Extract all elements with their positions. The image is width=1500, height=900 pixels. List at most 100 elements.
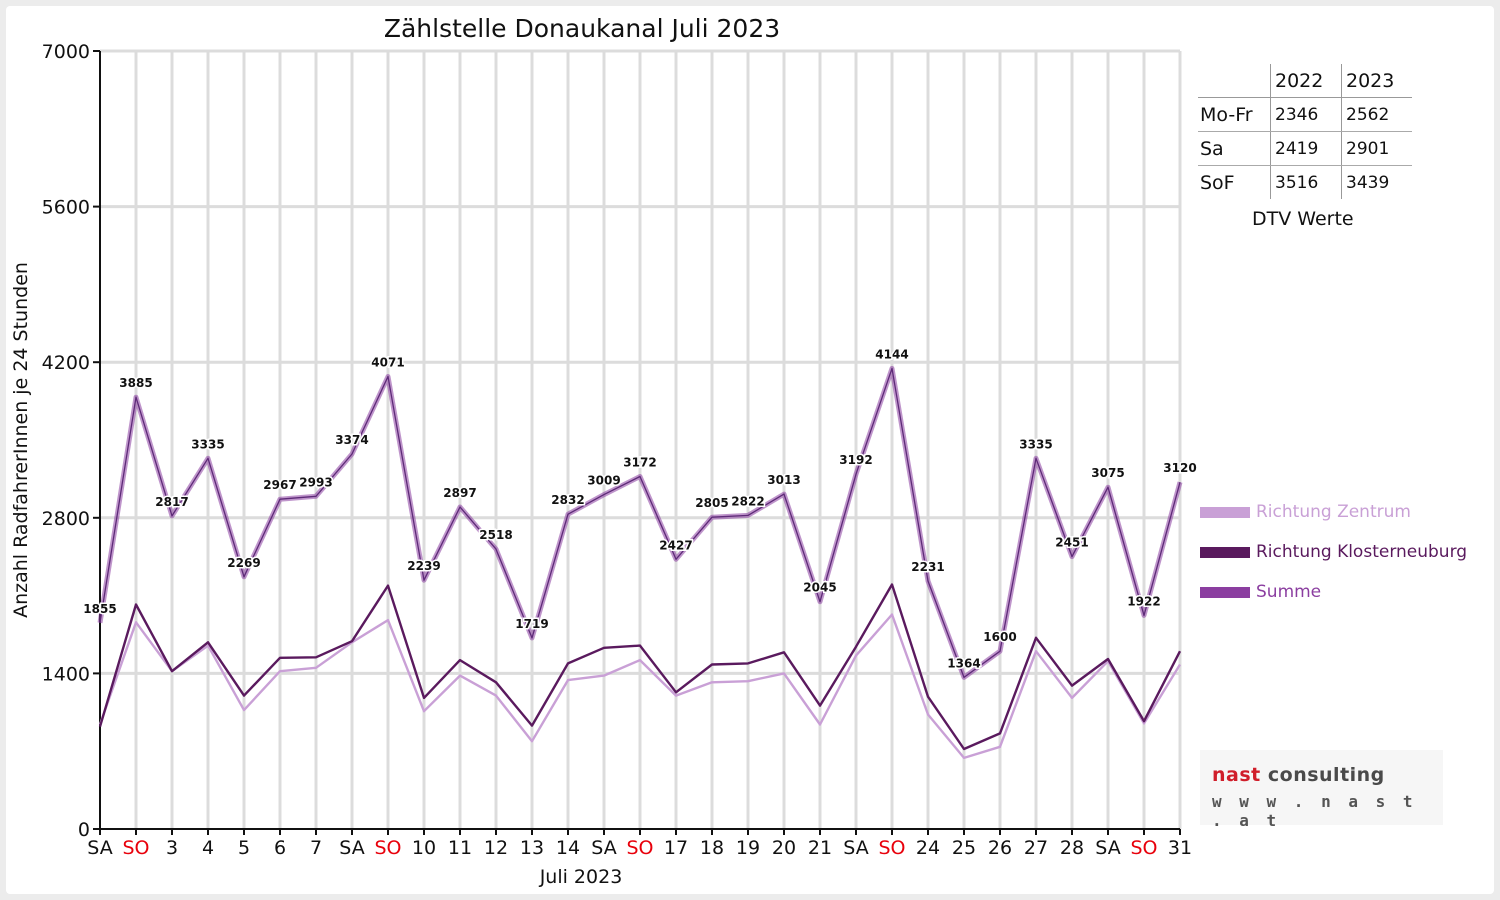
x-tick-label: 19 xyxy=(736,837,760,859)
dtv-row-label: Sa xyxy=(1198,131,1271,166)
data-label: 1600 xyxy=(983,630,1016,644)
legend-label: Richtung Klosterneuburg xyxy=(1256,542,1468,562)
dtv-caption: DTV Werte xyxy=(1252,208,1354,230)
x-tick-label: 11 xyxy=(448,837,472,859)
x-tick-label: SO xyxy=(626,837,653,859)
data-label: 3885 xyxy=(119,376,152,390)
data-label: 2451 xyxy=(1055,536,1088,550)
data-label: 3192 xyxy=(839,453,872,467)
x-tick-label: 31 xyxy=(1168,837,1192,859)
data-label: 3335 xyxy=(191,437,224,451)
x-axis-title: Juli 2023 xyxy=(539,866,623,888)
y-tick-label: 7000 xyxy=(42,41,90,63)
legend-item-zentrum: Richtung Zentrum xyxy=(1200,492,1467,532)
data-label: 2817 xyxy=(155,495,188,509)
data-label: 1719 xyxy=(515,617,548,631)
dtv-row-label: Mo-Fr xyxy=(1198,97,1271,132)
logo-url: w w w . n a s t . a t xyxy=(1212,792,1417,830)
dtv-cell: 2562 xyxy=(1341,97,1412,132)
data-label: 3172 xyxy=(623,455,656,469)
y-tick-label: 0 xyxy=(78,819,90,841)
dtv-cell: 3516 xyxy=(1270,165,1342,199)
dtv-year-2023: 2023 xyxy=(1341,64,1412,98)
x-tick-label: 7 xyxy=(310,837,322,859)
data-label: 2832 xyxy=(551,493,584,507)
x-tick-label: 20 xyxy=(772,837,796,859)
legend-label: Summe xyxy=(1256,582,1322,602)
y-tick-label: 4200 xyxy=(42,352,90,374)
dtv-cell: 3439 xyxy=(1341,165,1412,199)
series-line-klosterneuburg xyxy=(98,583,1182,751)
data-label: 2239 xyxy=(407,559,440,573)
y-tick-label: 2800 xyxy=(42,508,90,530)
x-tick-label: 28 xyxy=(1060,837,1084,859)
dtv-cell: 2901 xyxy=(1341,131,1412,166)
x-tick-label: SO xyxy=(374,837,401,859)
data-label: 2269 xyxy=(227,556,260,570)
data-label: 3075 xyxy=(1091,466,1124,480)
legend: Richtung Zentrum Richtung Klosterneuburg… xyxy=(1200,492,1467,612)
x-tick-label: 26 xyxy=(988,837,1012,859)
x-tick-label: 4 xyxy=(202,837,214,859)
grid xyxy=(100,49,1182,829)
data-label: 1364 xyxy=(947,656,980,670)
company-logo: nast consulting w w w . n a s t . a t xyxy=(1200,750,1443,830)
axes: 0 1400 2800 4200 5600 7000 SA SO 3 4 5 6 7 SA SO 10 11 12… xyxy=(42,41,1192,859)
y-tick-label: 5600 xyxy=(42,197,90,219)
data-label: 2427 xyxy=(659,538,692,552)
data-label: 2231 xyxy=(911,560,944,574)
dtv-cell: 2419 xyxy=(1270,131,1342,166)
data-label: 2805 xyxy=(695,496,728,510)
y-tick-label: 1400 xyxy=(42,663,90,685)
x-tick-label: SA xyxy=(591,837,616,859)
x-tick-label: 24 xyxy=(916,837,940,859)
dtv-table: 2022 2023 Mo-Fr 2346 2562 Sa 2419 2901 S… xyxy=(1198,64,1412,199)
x-tick-label: SA xyxy=(87,837,112,859)
x-tick-label: SO xyxy=(1130,837,1157,859)
data-labels: 1855 3885 2817 3335 2269 2967 2993 3374 4071 2239… xyxy=(82,346,1198,672)
x-tick-label: 21 xyxy=(808,837,832,859)
data-label: 3013 xyxy=(767,473,800,487)
logo-word-1: nast xyxy=(1212,764,1261,786)
x-tick-label: 18 xyxy=(700,837,724,859)
logo-word-2: consulting xyxy=(1267,764,1385,786)
x-tick-label: 14 xyxy=(556,837,580,859)
x-tick-label: 6 xyxy=(274,837,286,859)
x-tick-label: 10 xyxy=(412,837,436,859)
data-label: 3335 xyxy=(1019,437,1052,451)
legend-item-summe: Summe xyxy=(1200,572,1467,612)
x-tick-label: 25 xyxy=(952,837,976,859)
dtv-row-label: SoF xyxy=(1200,171,1235,194)
data-label: 1922 xyxy=(1127,594,1160,608)
data-label: 2897 xyxy=(443,486,476,500)
series-lines xyxy=(97,365,1183,760)
data-label: 2045 xyxy=(803,581,836,595)
data-label: 4144 xyxy=(875,347,908,361)
legend-swatch xyxy=(1200,546,1250,558)
legend-label: Richtung Zentrum xyxy=(1256,502,1411,522)
legend-item-klosterneuburg: Richtung Klosterneuburg xyxy=(1200,532,1467,572)
data-label: 1855 xyxy=(83,602,116,616)
logo-name: nast consulting xyxy=(1212,764,1385,786)
x-tick-label: 5 xyxy=(238,837,250,859)
x-tick-label: SA xyxy=(339,837,364,859)
x-tick-label: 17 xyxy=(664,837,688,859)
x-tick-label: 3 xyxy=(166,837,178,859)
data-label: 2967 xyxy=(263,478,296,492)
data-label: 3009 xyxy=(587,474,620,488)
x-tick-label: 12 xyxy=(484,837,508,859)
dtv-cell: 2346 xyxy=(1270,97,1342,132)
x-tick-label: 13 xyxy=(520,837,544,859)
y-axis-title: Anzahl RadfahrerInnen je 24 Stunden xyxy=(10,262,32,618)
series-line-summe xyxy=(99,367,1181,679)
legend-swatch xyxy=(1200,506,1250,518)
series-line-zentrum xyxy=(98,613,1182,760)
data-label: 4071 xyxy=(371,356,404,370)
legend-swatch xyxy=(1200,586,1250,598)
x-tick-label: SO xyxy=(122,837,149,859)
data-label: 2822 xyxy=(731,494,764,508)
x-tick-label: 27 xyxy=(1024,837,1048,859)
x-tick-label: SA xyxy=(1095,837,1120,859)
data-label: 2518 xyxy=(479,528,512,542)
